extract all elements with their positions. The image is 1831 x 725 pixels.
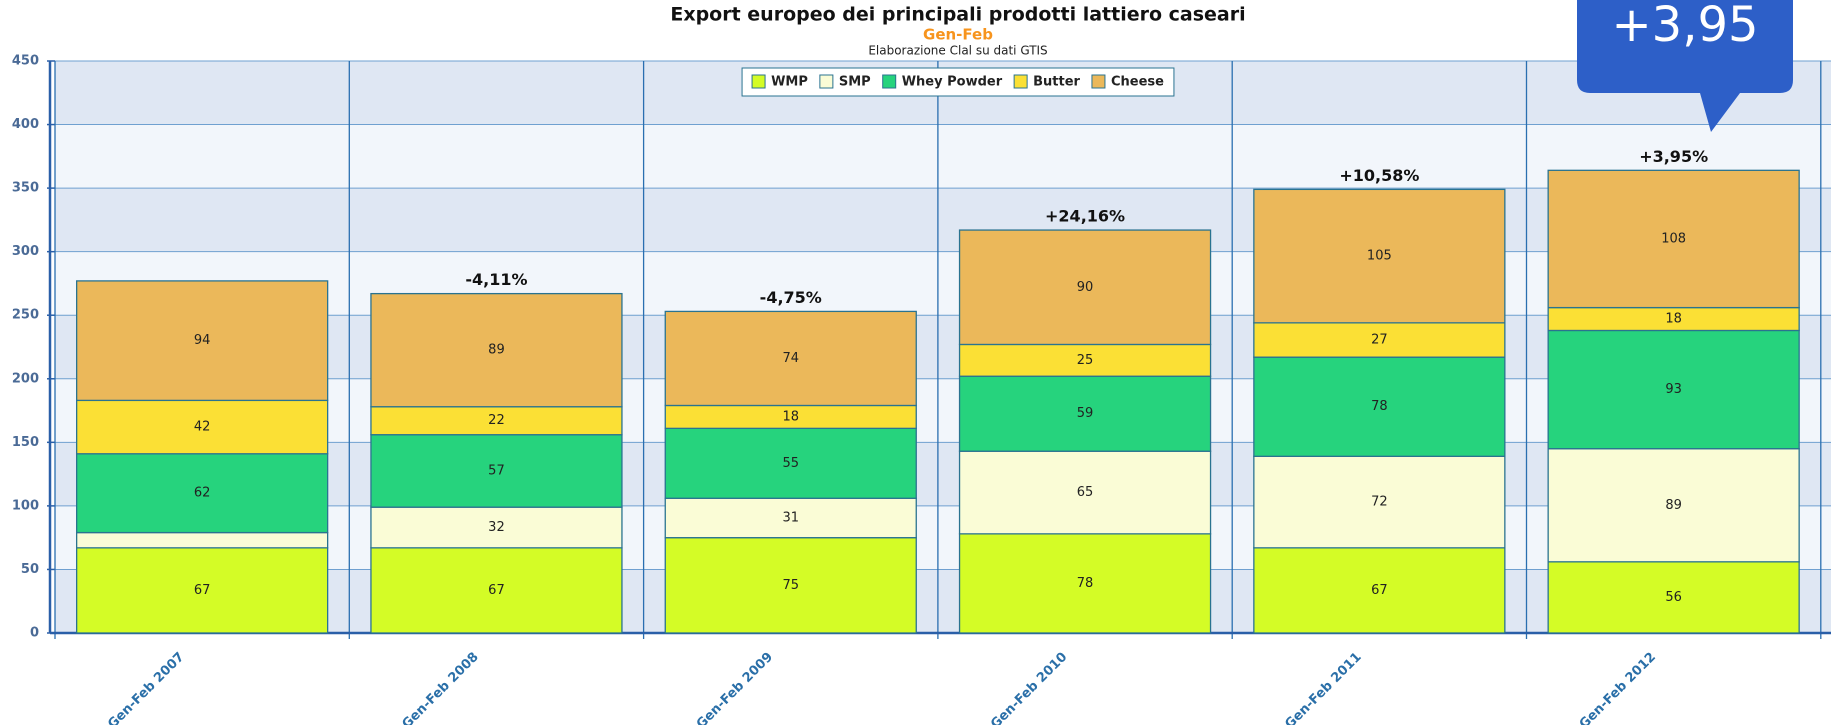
legend: WMP SMP Whey Powder Butter Cheese xyxy=(741,67,1175,97)
bar-segment xyxy=(1547,329,1800,450)
plot-band xyxy=(55,124,1831,189)
callout-text: +3,95 xyxy=(1611,0,1758,53)
bar-segment xyxy=(76,531,329,549)
data-label: 59 xyxy=(1077,406,1094,421)
data-label: 18 xyxy=(782,409,799,424)
data-label: 78 xyxy=(1371,399,1388,414)
bar-segment xyxy=(664,310,917,407)
bar-segment xyxy=(1253,322,1506,358)
change-annotation: +10,58% xyxy=(1339,166,1419,185)
data-label: 32 xyxy=(488,520,505,535)
plot-band xyxy=(55,251,1831,316)
legend-label: WMP xyxy=(771,75,808,90)
bar-segment xyxy=(370,547,623,634)
data-label: 105 xyxy=(1367,249,1392,264)
x-tick-label: Gen-Feb 2008 xyxy=(399,650,481,725)
bar-segment xyxy=(370,406,623,436)
data-label: 57 xyxy=(488,463,505,478)
bar-segment xyxy=(370,506,623,549)
legend-swatch xyxy=(1091,74,1106,89)
data-label: 67 xyxy=(194,583,211,598)
data-label: 62 xyxy=(194,486,211,501)
legend-swatch xyxy=(819,74,834,89)
y-tick-label: 150 xyxy=(12,435,39,450)
plot-band xyxy=(55,569,1831,633)
y-tick-label: 250 xyxy=(12,308,39,323)
bar-segment xyxy=(958,375,1212,452)
y-tick-label: 200 xyxy=(12,371,39,386)
x-tick-label: Gen-Feb 2011 xyxy=(1282,650,1364,725)
plot-band xyxy=(55,378,1831,443)
bar-segment xyxy=(664,427,917,499)
y-tick-label: 50 xyxy=(21,562,39,577)
legend-swatch xyxy=(882,74,897,89)
y-tick-label: 0 xyxy=(30,626,39,641)
bar-segment xyxy=(76,453,329,534)
y-tick-label: 350 xyxy=(12,181,39,196)
bar-segment xyxy=(958,343,1212,377)
data-label: 89 xyxy=(488,343,505,358)
data-label: 56 xyxy=(1665,590,1682,605)
data-label: 67 xyxy=(1371,583,1388,598)
legend-label: SMP xyxy=(839,75,871,90)
data-label: 93 xyxy=(1665,382,1682,397)
chart-caption: Elaborazione Clal su dati GTIS xyxy=(868,44,1047,58)
data-label: 22 xyxy=(488,413,505,428)
y-tick-label: 100 xyxy=(12,498,39,513)
data-label: 31 xyxy=(782,510,799,525)
data-label: 94 xyxy=(194,333,211,348)
legend-swatch xyxy=(751,74,766,89)
change-annotation: -4,75% xyxy=(760,288,822,307)
legend-swatch xyxy=(1013,74,1028,89)
data-label: 108 xyxy=(1661,231,1686,246)
y-tick-label: 450 xyxy=(12,54,39,69)
bar-segment xyxy=(76,547,329,634)
data-label: 42 xyxy=(194,420,211,435)
bar-segment xyxy=(1547,169,1800,309)
data-label: 55 xyxy=(782,456,799,471)
data-label: 18 xyxy=(1665,312,1682,327)
data-label: 25 xyxy=(1077,353,1094,368)
change-annotation: +3,95% xyxy=(1639,147,1708,166)
data-label: 67 xyxy=(488,583,505,598)
change-annotation: +24,16% xyxy=(1045,207,1125,226)
data-label: 27 xyxy=(1371,333,1388,348)
plot-band xyxy=(55,188,1831,252)
data-label: 72 xyxy=(1371,495,1388,510)
bar-segment xyxy=(76,399,329,455)
x-tick-label: Gen-Feb 2009 xyxy=(694,650,776,725)
x-tick-label: Gen-Feb 2007 xyxy=(105,650,187,725)
bar-segment xyxy=(1253,188,1506,324)
data-label: 74 xyxy=(782,351,799,366)
callout-bubble xyxy=(1577,0,1793,132)
data-label: 75 xyxy=(782,578,799,593)
x-tick-label: Gen-Feb 2010 xyxy=(988,650,1070,725)
data-label: 89 xyxy=(1665,498,1682,513)
bar-segment xyxy=(1547,561,1800,634)
legend-label: Cheese xyxy=(1111,75,1164,90)
data-label: 65 xyxy=(1077,485,1094,500)
bar-segment xyxy=(370,434,623,508)
plot-band xyxy=(55,442,1831,506)
bar-segment xyxy=(1253,455,1506,549)
change-annotation: -4,11% xyxy=(465,270,527,289)
x-tick-label: Gen-Feb 2012 xyxy=(1577,650,1659,725)
legend-label: Whey Powder xyxy=(902,75,1003,90)
y-tick-label: 400 xyxy=(12,117,39,132)
bar-segment xyxy=(1253,356,1506,457)
data-label: 90 xyxy=(1077,280,1094,295)
chart-title: Export europeo dei principali prodotti l… xyxy=(670,4,1245,26)
bar-segment xyxy=(958,229,1212,346)
data-label: 78 xyxy=(1077,576,1094,591)
bar-segment xyxy=(76,280,329,402)
bar-segment xyxy=(664,537,917,634)
legend-label: Butter xyxy=(1033,75,1080,90)
bar-segment xyxy=(370,292,623,408)
plot-band xyxy=(55,505,1831,570)
y-tick-label: 300 xyxy=(12,244,39,259)
bar-segment xyxy=(1547,448,1800,563)
plot-band xyxy=(55,315,1831,379)
chart-subtitle: Gen-Feb xyxy=(923,26,993,44)
